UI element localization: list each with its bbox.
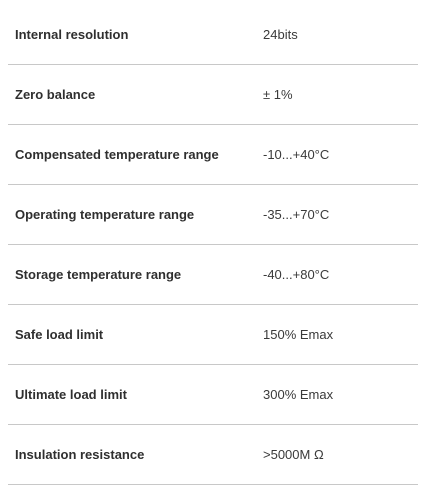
spec-value: -35...+70°C — [263, 207, 330, 222]
spec-row-ultimate-load-limit: Ultimate load limit 300% Emax — [8, 365, 418, 425]
spec-value: 150% Emax — [263, 327, 334, 342]
spec-row-storage-temperature-range: Storage temperature range -40...+80°C — [8, 245, 418, 305]
spec-row-zero-balance: Zero balance ± 1% — [8, 65, 418, 125]
spec-row-internal-resolution: Internal resolution 24bits — [8, 5, 418, 65]
spec-value: 300% Emax — [263, 387, 334, 402]
spec-label: Ultimate load limit — [15, 387, 127, 402]
spec-label: Compensated temperature range — [15, 147, 219, 162]
spec-label: Operating temperature range — [15, 207, 195, 222]
spec-label: Safe load limit — [15, 327, 104, 342]
spec-value: >5000M Ω — [263, 447, 324, 462]
spec-label: Insulation resistance — [15, 447, 145, 462]
spec-row-insulation-resistance: Insulation resistance >5000M Ω — [8, 425, 418, 485]
spec-row-compensated-temperature-range: Compensated temperature range -10...+40°… — [8, 125, 418, 185]
spec-row-operating-temperature-range: Operating temperature range -35...+70°C — [8, 185, 418, 245]
spec-value: ± 1% — [263, 87, 293, 102]
specifications-table: Internal resolution 24bits Zero balance … — [8, 5, 418, 485]
spec-label: Zero balance — [15, 87, 96, 102]
spec-value: -40...+80°C — [263, 267, 330, 282]
spec-row-safe-load-limit: Safe load limit 150% Emax — [8, 305, 418, 365]
spec-label: Internal resolution — [15, 27, 129, 42]
spec-label: Storage temperature range — [15, 267, 182, 282]
spec-value: -10...+40°C — [263, 147, 330, 162]
spec-value: 24bits — [263, 27, 298, 42]
